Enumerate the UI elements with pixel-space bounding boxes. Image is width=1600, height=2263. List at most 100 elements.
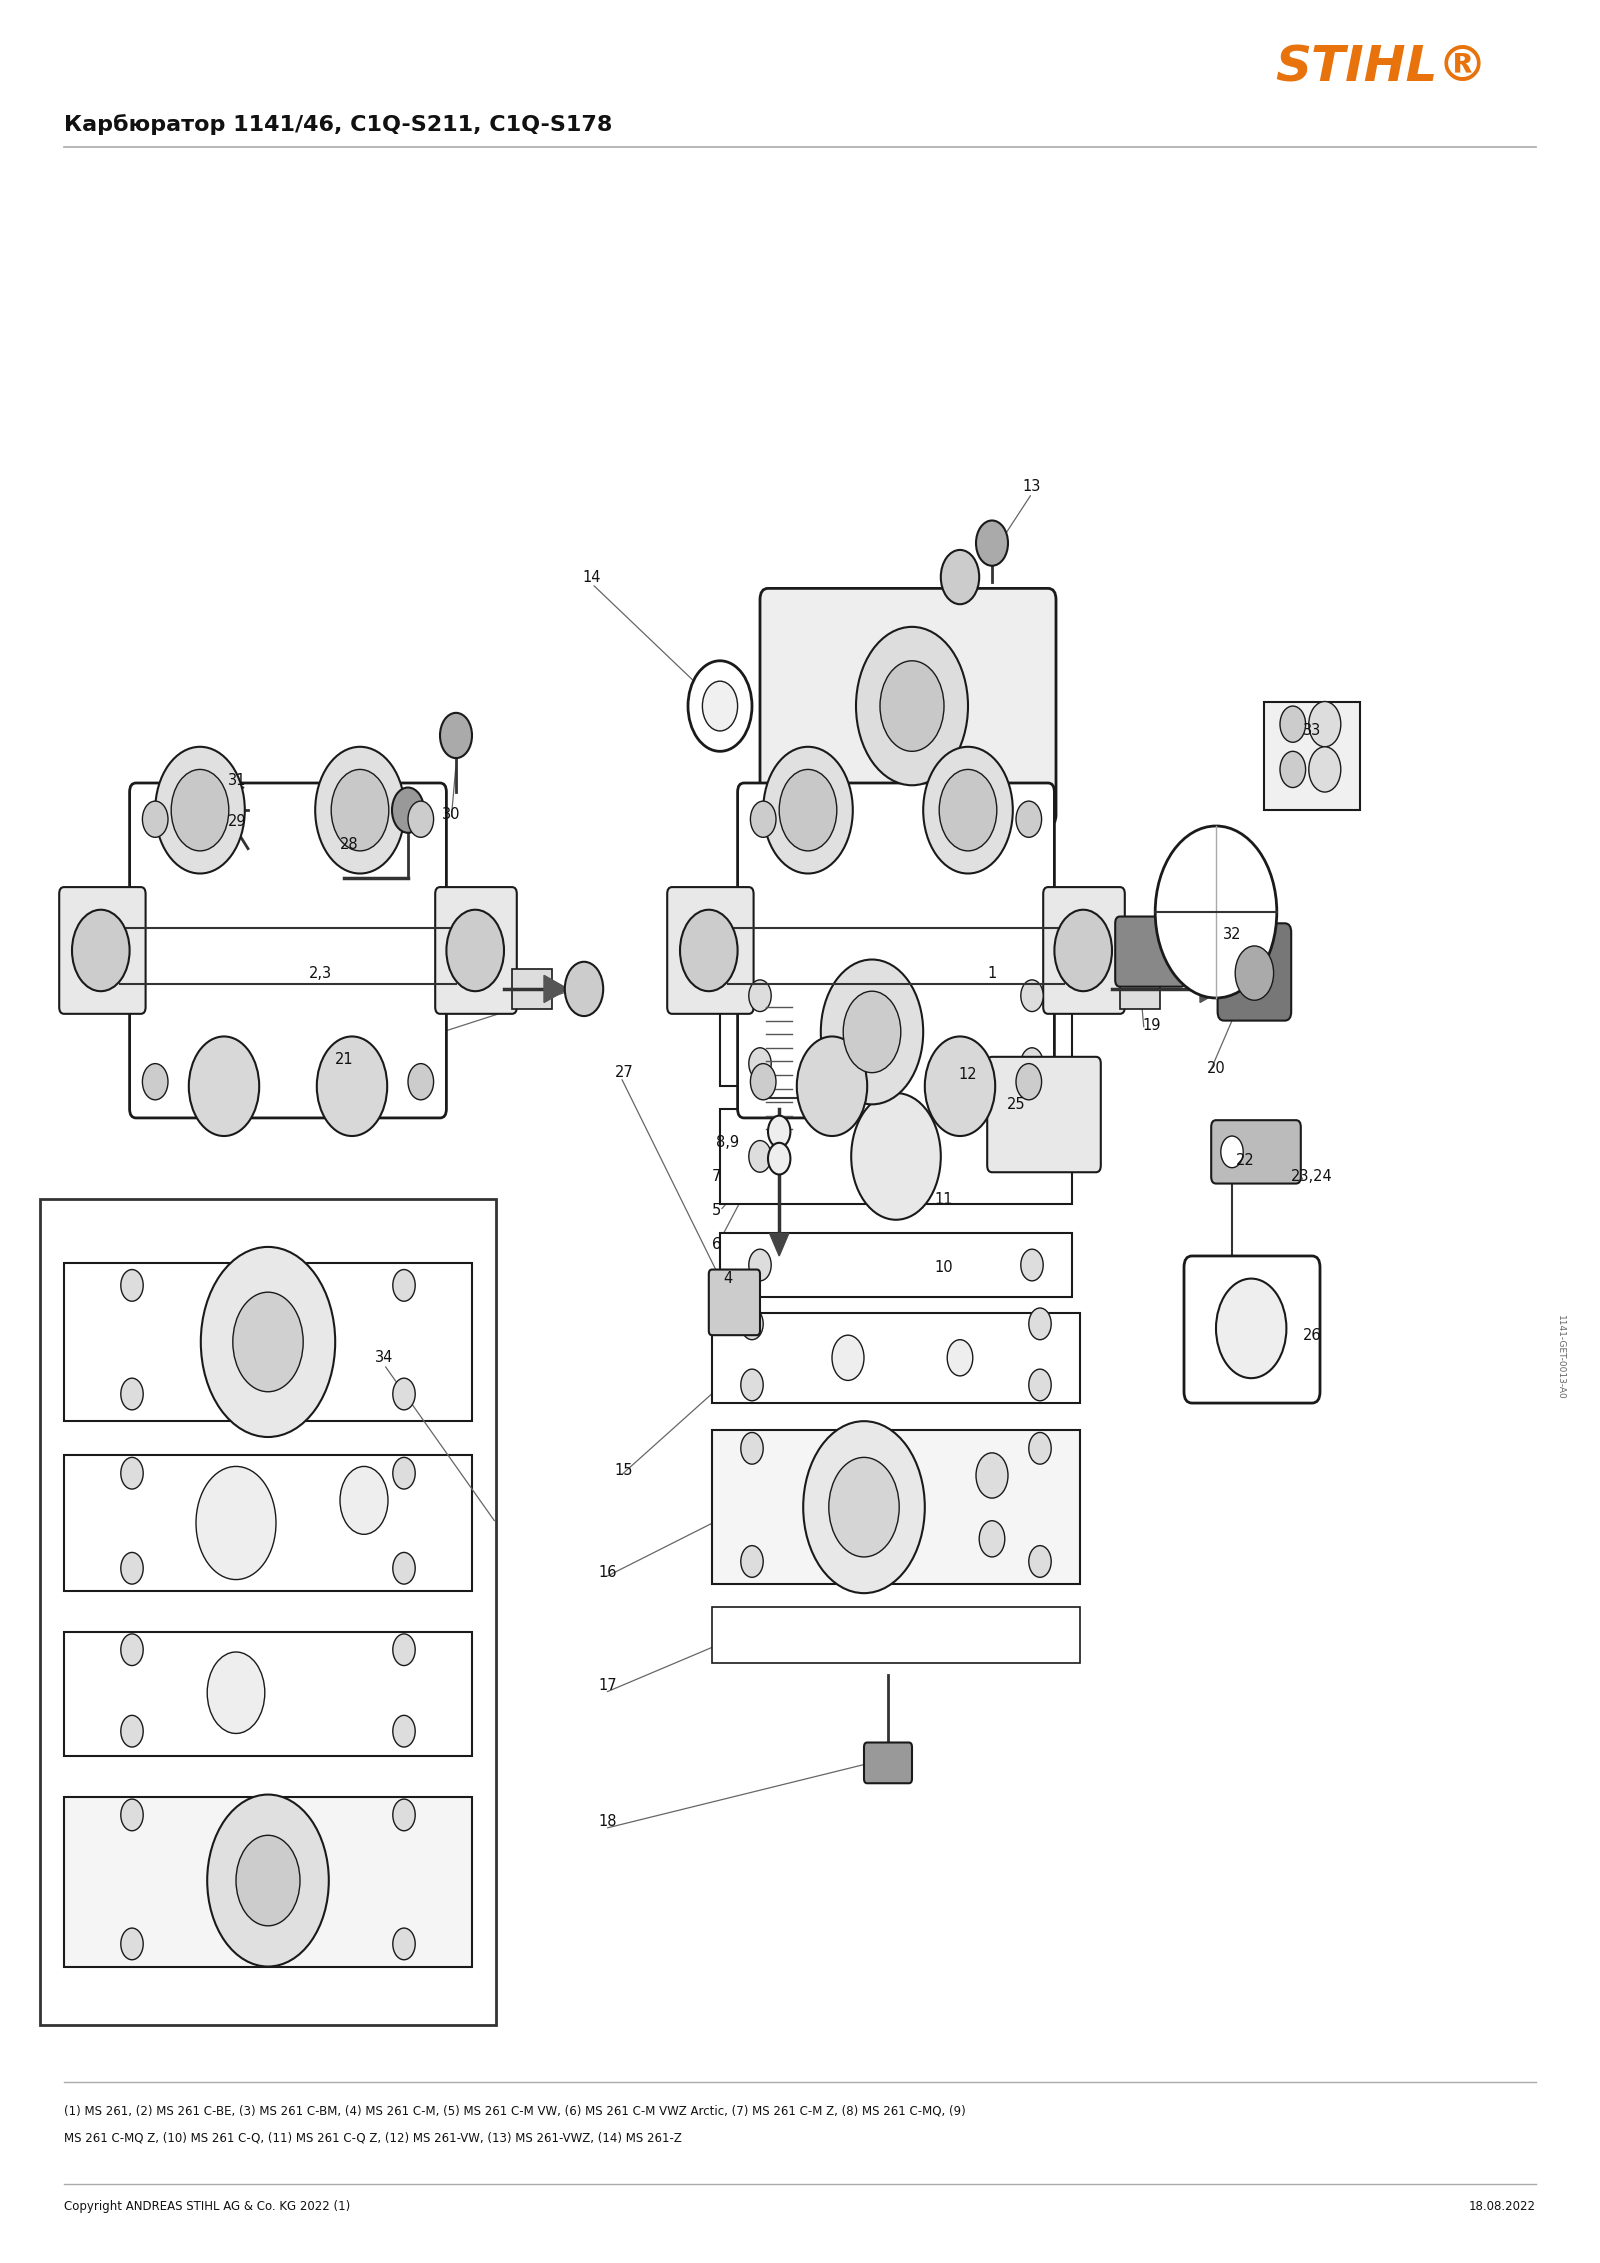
Circle shape (702, 681, 738, 731)
Text: 23,24: 23,24 (1291, 1170, 1333, 1184)
Circle shape (331, 769, 389, 851)
Circle shape (976, 1453, 1008, 1498)
Circle shape (1155, 826, 1277, 998)
Circle shape (680, 910, 738, 991)
Bar (64, 1797, 472, 1967)
Circle shape (832, 1335, 864, 1380)
Circle shape (1016, 1064, 1042, 1100)
Circle shape (394, 1270, 416, 1301)
Circle shape (394, 1799, 416, 1831)
Circle shape (1309, 747, 1341, 792)
FancyBboxPatch shape (1115, 917, 1186, 987)
FancyBboxPatch shape (709, 1270, 760, 1335)
Circle shape (803, 1421, 925, 1593)
Circle shape (565, 962, 603, 1016)
Circle shape (120, 1457, 142, 1489)
Circle shape (317, 1036, 387, 1136)
Circle shape (181, 754, 203, 785)
Circle shape (1054, 910, 1112, 991)
Text: 14: 14 (582, 570, 602, 584)
Circle shape (142, 801, 168, 837)
Text: 7: 7 (712, 1170, 722, 1184)
Text: 4: 4 (723, 1272, 733, 1285)
Bar (712, 1607, 1080, 1663)
FancyBboxPatch shape (1184, 1256, 1320, 1403)
Circle shape (749, 1048, 771, 1079)
Circle shape (749, 980, 771, 1012)
Circle shape (939, 769, 997, 851)
FancyBboxPatch shape (738, 783, 1054, 1118)
Bar (712, 1313, 1080, 1403)
FancyBboxPatch shape (864, 1743, 912, 1783)
Bar (720, 1109, 1072, 1204)
Circle shape (408, 1064, 434, 1100)
Text: 19: 19 (1142, 1018, 1162, 1032)
Bar (1264, 702, 1360, 810)
Circle shape (750, 801, 776, 837)
Circle shape (394, 1378, 416, 1410)
Text: 26: 26 (1302, 1328, 1322, 1342)
Circle shape (976, 520, 1008, 566)
FancyBboxPatch shape (435, 887, 517, 1014)
Polygon shape (1200, 975, 1224, 1003)
Circle shape (1029, 1546, 1051, 1577)
Circle shape (1216, 1279, 1286, 1378)
Bar (1120, 969, 1160, 1009)
Text: 31: 31 (227, 774, 246, 788)
Text: 28: 28 (339, 837, 358, 851)
Circle shape (923, 747, 1013, 874)
FancyBboxPatch shape (1218, 923, 1291, 1021)
FancyBboxPatch shape (1211, 1120, 1301, 1184)
Text: 18.08.2022: 18.08.2022 (1469, 2200, 1536, 2213)
Circle shape (120, 1634, 142, 1666)
Text: 25: 25 (1006, 1098, 1026, 1111)
Text: 5: 5 (712, 1204, 722, 1217)
Circle shape (155, 747, 245, 874)
Text: 17: 17 (598, 1679, 618, 1693)
FancyBboxPatch shape (59, 887, 146, 1014)
Circle shape (120, 1799, 142, 1831)
Circle shape (446, 910, 504, 991)
Circle shape (1309, 702, 1341, 747)
Text: 1141-GET-0013-A0: 1141-GET-0013-A0 (1555, 1315, 1565, 1401)
Text: 8,9: 8,9 (717, 1136, 739, 1150)
Text: 21: 21 (334, 1052, 354, 1066)
Bar (720, 978, 1072, 1086)
Circle shape (750, 1064, 776, 1100)
Circle shape (120, 1928, 142, 1960)
Bar (720, 1233, 1072, 1297)
Text: 15: 15 (614, 1464, 634, 1478)
Circle shape (315, 747, 405, 874)
Polygon shape (544, 975, 568, 1003)
Circle shape (1280, 751, 1306, 788)
Circle shape (851, 1093, 941, 1220)
Circle shape (408, 801, 434, 837)
Circle shape (392, 788, 424, 833)
Circle shape (768, 1116, 790, 1147)
Text: 11: 11 (934, 1193, 954, 1206)
Circle shape (843, 991, 901, 1073)
Circle shape (821, 960, 923, 1104)
Text: Карбюратор 1141/46, C1Q-S211, C1Q-S178: Карбюратор 1141/46, C1Q-S211, C1Q-S178 (64, 113, 613, 136)
Circle shape (941, 550, 979, 604)
FancyBboxPatch shape (667, 887, 754, 1014)
FancyBboxPatch shape (987, 1057, 1101, 1172)
Circle shape (208, 1795, 330, 1967)
Circle shape (741, 1308, 763, 1340)
Circle shape (208, 1652, 266, 1733)
Text: STIHL®: STIHL® (1275, 43, 1488, 93)
Text: 10: 10 (934, 1260, 954, 1274)
Circle shape (1213, 1127, 1251, 1181)
Circle shape (394, 1634, 416, 1666)
Bar (712, 1430, 1080, 1584)
Circle shape (120, 1552, 142, 1584)
Circle shape (234, 1292, 304, 1392)
Text: 32: 32 (1222, 928, 1242, 941)
FancyBboxPatch shape (1043, 887, 1125, 1014)
Circle shape (829, 1457, 899, 1557)
Circle shape (120, 1270, 142, 1301)
Bar (64, 1263, 472, 1421)
Circle shape (440, 713, 472, 758)
Bar (512, 969, 552, 1009)
Text: 1: 1 (987, 966, 997, 980)
